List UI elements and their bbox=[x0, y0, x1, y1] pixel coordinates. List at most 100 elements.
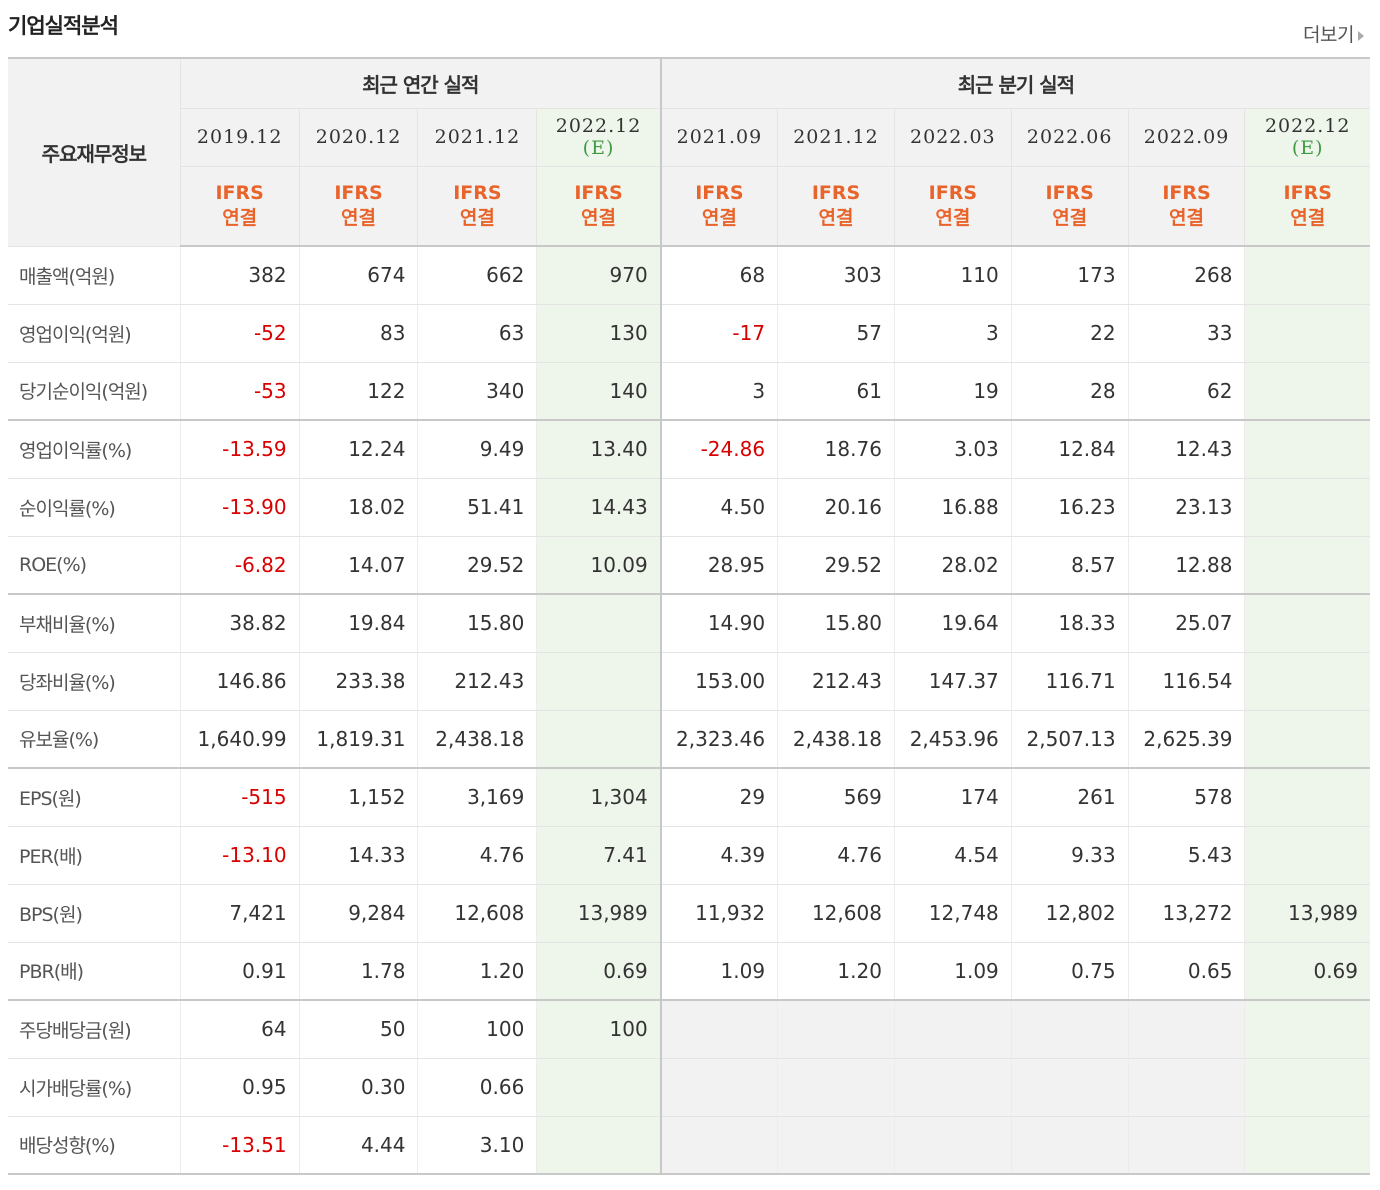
accounting-consolidated: 연결 bbox=[701, 206, 737, 229]
row-label: EPS(원) bbox=[8, 768, 181, 827]
accounting-consolidated: 연결 bbox=[222, 206, 258, 229]
table-cell: 970 bbox=[536, 246, 661, 305]
table-row: 부채비율(%) 38.82 19.84 15.80 14.90 15.80 19.64 18.… bbox=[8, 594, 1370, 653]
table-row: 당기순이익(억원) -53 122 340 140 3 61 19 28 62 bbox=[8, 362, 1370, 421]
period-label: 2022.12 bbox=[1264, 115, 1351, 137]
table-cell: 5.43 bbox=[1127, 826, 1245, 885]
table-cell bbox=[1244, 652, 1370, 711]
period-header: 2022.12 (E) bbox=[536, 108, 661, 167]
table-cell: 1,304 bbox=[536, 768, 661, 827]
table-cell: 23.13 bbox=[1127, 478, 1245, 537]
accounting-standard: IFRS 연결 bbox=[1010, 166, 1129, 247]
table-cell: 153.00 bbox=[659, 652, 778, 711]
table-cell: 13,989 bbox=[1244, 884, 1370, 943]
table-cell: 4.39 bbox=[659, 826, 778, 885]
accounting-ifrs: IFRS bbox=[1045, 181, 1094, 204]
table-cell: 10.09 bbox=[536, 536, 661, 595]
table-cell: 7,421 bbox=[179, 884, 300, 943]
table-cell: 13.40 bbox=[536, 420, 661, 479]
quarter-group-header: 최근 분기 실적 bbox=[659, 57, 1370, 109]
period-header: 2021.09 bbox=[659, 108, 778, 167]
table-cell: 19.64 bbox=[893, 594, 1012, 653]
table-row: 영업이익(억원) -52 83 63 130 -17 57 3 22 33 bbox=[8, 304, 1370, 363]
row-label: 유보율(%) bbox=[8, 710, 181, 769]
table-cell bbox=[1244, 594, 1370, 653]
table-cell: 12.84 bbox=[1010, 420, 1129, 479]
table-cell bbox=[536, 710, 661, 769]
period-label: 2022.12 bbox=[555, 115, 642, 137]
table-cell: 2,453.96 bbox=[893, 710, 1012, 769]
table-cell: 0.66 bbox=[417, 1058, 537, 1117]
chevron-right-icon bbox=[1358, 30, 1364, 41]
table-cell: 100 bbox=[536, 1000, 661, 1059]
table-cell: 4.50 bbox=[659, 478, 778, 537]
table-cell: 64 bbox=[179, 1000, 300, 1059]
table-cell: 116.71 bbox=[1010, 652, 1129, 711]
table-cell: 1,640.99 bbox=[179, 710, 300, 769]
table-cell: 19.84 bbox=[298, 594, 418, 653]
table-cell bbox=[777, 1116, 895, 1175]
row-label: 당기순이익(억원) bbox=[8, 362, 181, 421]
table-cell: 28 bbox=[1010, 362, 1129, 421]
table-cell: 674 bbox=[298, 246, 418, 305]
table-cell: 14.90 bbox=[659, 594, 778, 653]
table-cell bbox=[1244, 1058, 1370, 1117]
table-cell: 1.20 bbox=[777, 942, 895, 1001]
table-cell: 1,819.31 bbox=[298, 710, 418, 769]
table-cell: -17 bbox=[659, 304, 778, 363]
period-header: 2021.12 bbox=[417, 108, 537, 167]
table-cell bbox=[1244, 246, 1370, 305]
table-cell: 9.33 bbox=[1010, 826, 1129, 885]
row-label: 영업이익(억원) bbox=[8, 304, 181, 363]
table-cell bbox=[659, 1000, 778, 1059]
table-cell: 14.43 bbox=[536, 478, 661, 537]
table-cell: -52 bbox=[179, 304, 300, 363]
table-row: EPS(원) -515 1,152 3,169 1,304 29 569 174 261 578 bbox=[8, 768, 1370, 827]
accounting-ifrs: IFRS bbox=[811, 181, 861, 204]
table-cell: 662 bbox=[417, 246, 537, 305]
row-label: BPS(원) bbox=[8, 884, 181, 943]
table-cell: 116.54 bbox=[1127, 652, 1245, 711]
table-cell bbox=[536, 594, 661, 653]
table-cell: 2,438.18 bbox=[417, 710, 537, 769]
period-header: 2019.12 bbox=[179, 108, 300, 167]
table-cell bbox=[893, 1116, 1012, 1175]
table-cell: 122 bbox=[298, 362, 418, 421]
period-header: 2022.06 bbox=[1010, 108, 1129, 167]
table-cell: 0.69 bbox=[536, 942, 661, 1001]
accounting-consolidated: 연결 bbox=[1169, 206, 1205, 229]
row-label: 순이익률(%) bbox=[8, 478, 181, 537]
accounting-ifrs: IFRS bbox=[453, 181, 502, 204]
table-cell bbox=[536, 1116, 661, 1175]
table-row: 배당성향(%) -13.51 4.44 3.10 bbox=[8, 1116, 1370, 1175]
accounting-consolidated: 연결 bbox=[1290, 206, 1326, 229]
row-label: 영업이익률(%) bbox=[8, 420, 181, 479]
row-label: PBR(배) bbox=[8, 942, 181, 1001]
period-header: 2022.12 (E) bbox=[1244, 108, 1370, 167]
table-cell: 13,989 bbox=[536, 884, 661, 943]
period-header: 2022.03 bbox=[893, 108, 1012, 167]
table-cell bbox=[1244, 710, 1370, 769]
accounting-consolidated: 연결 bbox=[818, 206, 854, 229]
row-label: 시가배당률(%) bbox=[8, 1058, 181, 1117]
period-header: 2021.12 bbox=[777, 108, 895, 167]
table-cell bbox=[1127, 1116, 1245, 1175]
row-label: 매출액(억원) bbox=[8, 246, 181, 305]
estimate-tag: (E) bbox=[582, 137, 615, 159]
table-cell bbox=[777, 1000, 895, 1059]
table-cell bbox=[1244, 304, 1370, 363]
table-cell bbox=[1244, 826, 1370, 885]
table-cell: 15.80 bbox=[777, 594, 895, 653]
table-cell: 4.76 bbox=[417, 826, 537, 885]
table-cell: 147.37 bbox=[893, 652, 1012, 711]
accounting-standard: IFRS 연결 bbox=[417, 166, 537, 247]
table-row: 순이익률(%) -13.90 18.02 51.41 14.43 4.50 20.16 16.… bbox=[8, 478, 1370, 537]
table-cell: -53 bbox=[179, 362, 300, 421]
annual-group-header: 최근 연간 실적 bbox=[179, 57, 661, 109]
more-link[interactable]: 더보기 bbox=[1303, 20, 1364, 47]
table-cell bbox=[1010, 1000, 1129, 1059]
accounting-standard: IFRS 연결 bbox=[893, 166, 1012, 247]
table-cell: 268 bbox=[1127, 246, 1245, 305]
accounting-consolidated: 연결 bbox=[1052, 206, 1088, 229]
row-label: 배당성향(%) bbox=[8, 1116, 181, 1175]
